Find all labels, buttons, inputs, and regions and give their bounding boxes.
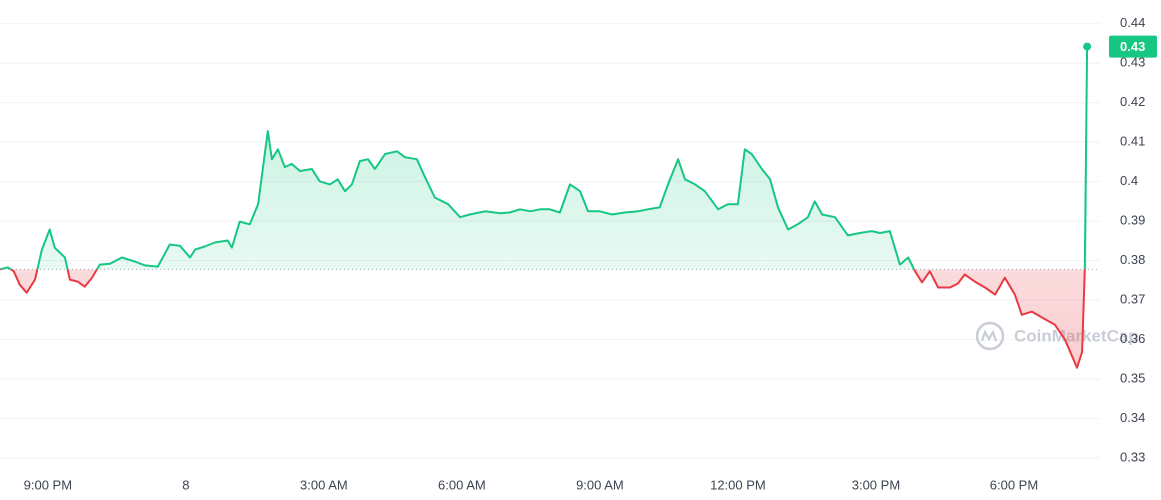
- area-down: [0, 269, 1085, 368]
- y-tick-label: 0.44: [1120, 15, 1145, 30]
- y-tick-label: 0.35: [1120, 371, 1145, 386]
- y-tick-label: 0.38: [1120, 252, 1145, 267]
- x-tick-label: 9:00 PM: [24, 477, 72, 492]
- current-price-label: 0.43: [1120, 39, 1145, 54]
- x-tick-label: 3:00 AM: [300, 477, 348, 492]
- y-tick-label: 0.34: [1120, 410, 1145, 425]
- current-price-badge: [1109, 35, 1157, 58]
- y-tick-label: 0.43: [1120, 55, 1145, 70]
- line-up: [0, 46, 1089, 270]
- x-tick-label: 6:00 PM: [990, 477, 1038, 492]
- y-tick-label: 0.41: [1120, 134, 1145, 149]
- x-tick-label: 9:00 AM: [576, 477, 624, 492]
- last-point: [1083, 42, 1092, 51]
- x-tick-label: 12:00 PM: [710, 477, 766, 492]
- y-tick-label: 0.42: [1120, 94, 1145, 109]
- line-down: [0, 269, 1086, 369]
- y-tick-label: 0.36: [1120, 331, 1145, 346]
- y-tick-label: 0.33: [1120, 450, 1145, 465]
- x-tick-label: 3:00 PM: [852, 477, 900, 492]
- x-tick-label: 6:00 AM: [438, 477, 486, 492]
- y-tick-label: 0.4: [1120, 173, 1138, 188]
- y-tick-label: 0.37: [1120, 292, 1145, 307]
- y-tick-label: 0.39: [1120, 213, 1145, 228]
- x-tick-label: 8: [182, 477, 189, 492]
- area-up: [0, 46, 1088, 270]
